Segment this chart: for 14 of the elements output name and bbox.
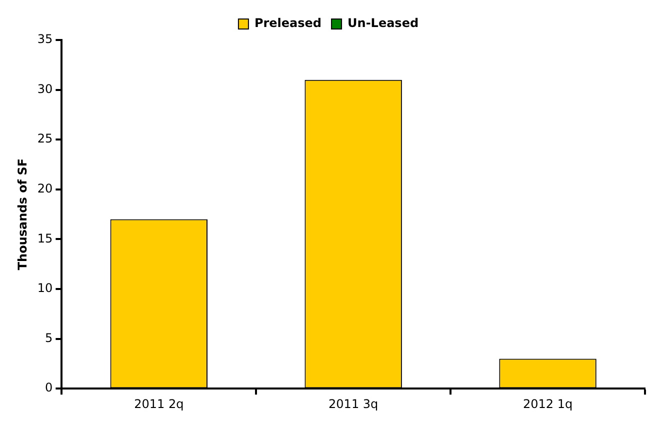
y-tick-label: 20 xyxy=(37,182,53,196)
y-tick-label: 5 xyxy=(45,330,53,345)
y-axis-title: Thousands of SF xyxy=(15,158,30,270)
y-tick-label: 35 xyxy=(37,32,53,46)
y-tick-label: 10 xyxy=(37,281,53,296)
x-tick-label: 2011 3q xyxy=(328,396,378,411)
x-tick-label: 2011 2q xyxy=(134,396,184,411)
y-tick-label: 15 xyxy=(37,231,53,246)
x-tick-label: 2012 1q xyxy=(522,396,573,411)
y-tick-label: 0 xyxy=(45,380,53,395)
y-tick-label: 30 xyxy=(37,82,53,96)
legend-label: Preleased xyxy=(254,16,322,30)
legend-label: Un-Leased xyxy=(348,16,419,30)
y-tick-label: 25 xyxy=(37,132,53,146)
